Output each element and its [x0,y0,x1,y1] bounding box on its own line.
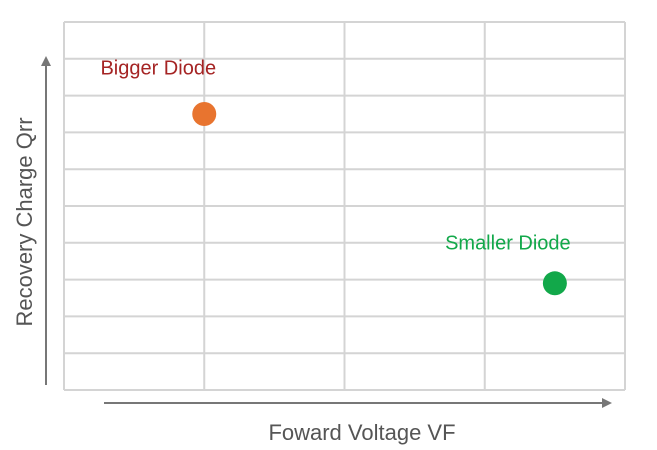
marks: Bigger Diode Smaller Diode [100,57,571,296]
data-point [542,271,567,296]
grid [63,21,626,391]
point-label: Smaller Diode [445,233,571,255]
data-point [192,102,217,126]
point-label: Bigger Diode [100,57,216,79]
x-axis-label: Foward Voltage VF [268,420,455,445]
y-axis-label: Recovery Charge Qrr [12,117,37,326]
